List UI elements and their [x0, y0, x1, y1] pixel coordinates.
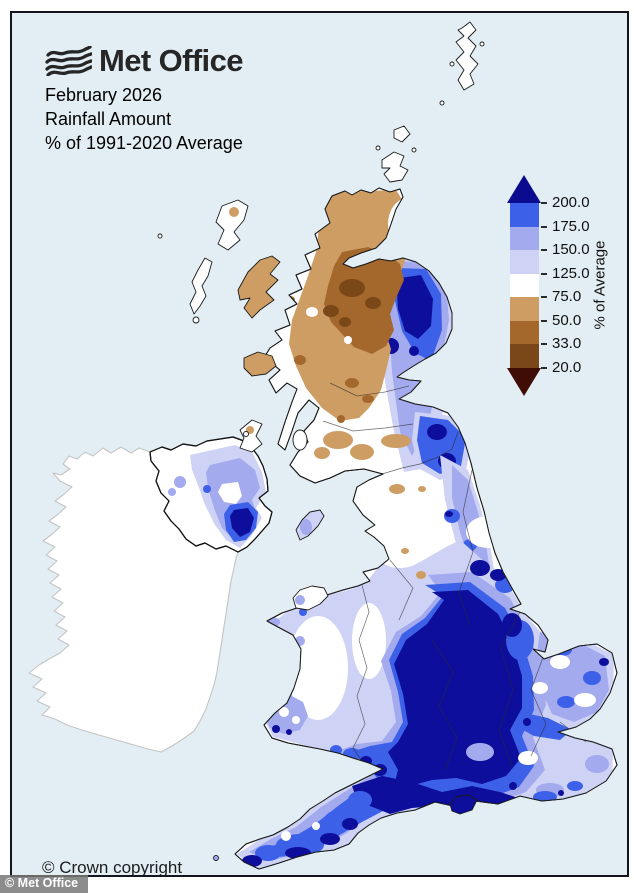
legend-tick-label: 150.0 — [552, 241, 590, 259]
islands — [157, 21, 485, 861]
logo-text: Met Office — [99, 43, 243, 78]
legend-tick — [541, 225, 547, 228]
uists — [189, 257, 213, 315]
islay-jura — [239, 419, 263, 453]
legend-segment — [510, 344, 539, 369]
met-office-logo: Met Office — [45, 43, 243, 79]
legend-segment — [510, 226, 539, 251]
legend-tick — [541, 272, 547, 275]
st-kilda — [157, 233, 163, 239]
arran — [292, 429, 308, 451]
title-line-baseline: % of 1991-2020 Average — [45, 133, 243, 153]
legend-tick-label: 75.0 — [552, 288, 582, 306]
mull — [243, 351, 277, 377]
title-line-variable: Rainfall Amount — [45, 109, 172, 129]
rainfall-contours-gb — [237, 190, 614, 869]
legend-tick-label: 200.0 — [552, 194, 590, 211]
map-figure: Met Office February 2026 Rainfall Amount… — [10, 11, 629, 877]
legend-tick — [541, 319, 547, 322]
legend-segment — [510, 297, 539, 321]
met-office-watermark: © Met Office — [0, 875, 89, 893]
legend-tick — [541, 202, 547, 204]
skye — [237, 255, 281, 319]
legend-tick — [541, 343, 547, 346]
lewis-harris — [215, 199, 249, 251]
uk-rainfall-map — [28, 21, 618, 870]
title-line-month: February 2026 — [45, 85, 163, 105]
legend-axis-label: % of Average — [591, 240, 609, 330]
legend-tick-label: 20.0 — [552, 359, 582, 376]
internal-boundaries — [322, 382, 587, 771]
legend-segment — [510, 250, 539, 274]
met-office-waves-icon — [45, 46, 92, 76]
legend-tick-label: 33.0 — [552, 335, 582, 353]
crown-copyright-text: © Crown copyright — [42, 858, 183, 877]
rainfall-contours-ni — [168, 445, 266, 548]
legend-tick — [541, 367, 547, 369]
ireland-outline — [28, 446, 239, 753]
colorbar-bottom-arrow — [507, 368, 541, 396]
legend-segment — [510, 203, 539, 227]
legend-bar — [510, 203, 539, 369]
legend-tick-label: 125.0 — [552, 264, 590, 282]
legend-segment — [510, 320, 539, 345]
legend-tick — [541, 296, 547, 299]
scilly — [213, 855, 219, 861]
map-header: Met Office February 2026 Rainfall Amount… — [45, 43, 243, 155]
rathlin — [243, 431, 249, 437]
colorbar-top-arrow — [507, 175, 541, 203]
orkney — [381, 151, 409, 183]
isle-of-wight — [449, 794, 478, 815]
colorbar-legend: 200.0 175.0 150.0 125.0 75.0 50.0 33.0 20.0 % o… — [507, 175, 634, 425]
shetland — [455, 21, 479, 91]
legend-segment — [510, 273, 539, 298]
legend-tick — [541, 249, 547, 252]
legend-tick-label: 175.0 — [552, 217, 590, 235]
legend-tick-label: 50.0 — [552, 311, 582, 329]
